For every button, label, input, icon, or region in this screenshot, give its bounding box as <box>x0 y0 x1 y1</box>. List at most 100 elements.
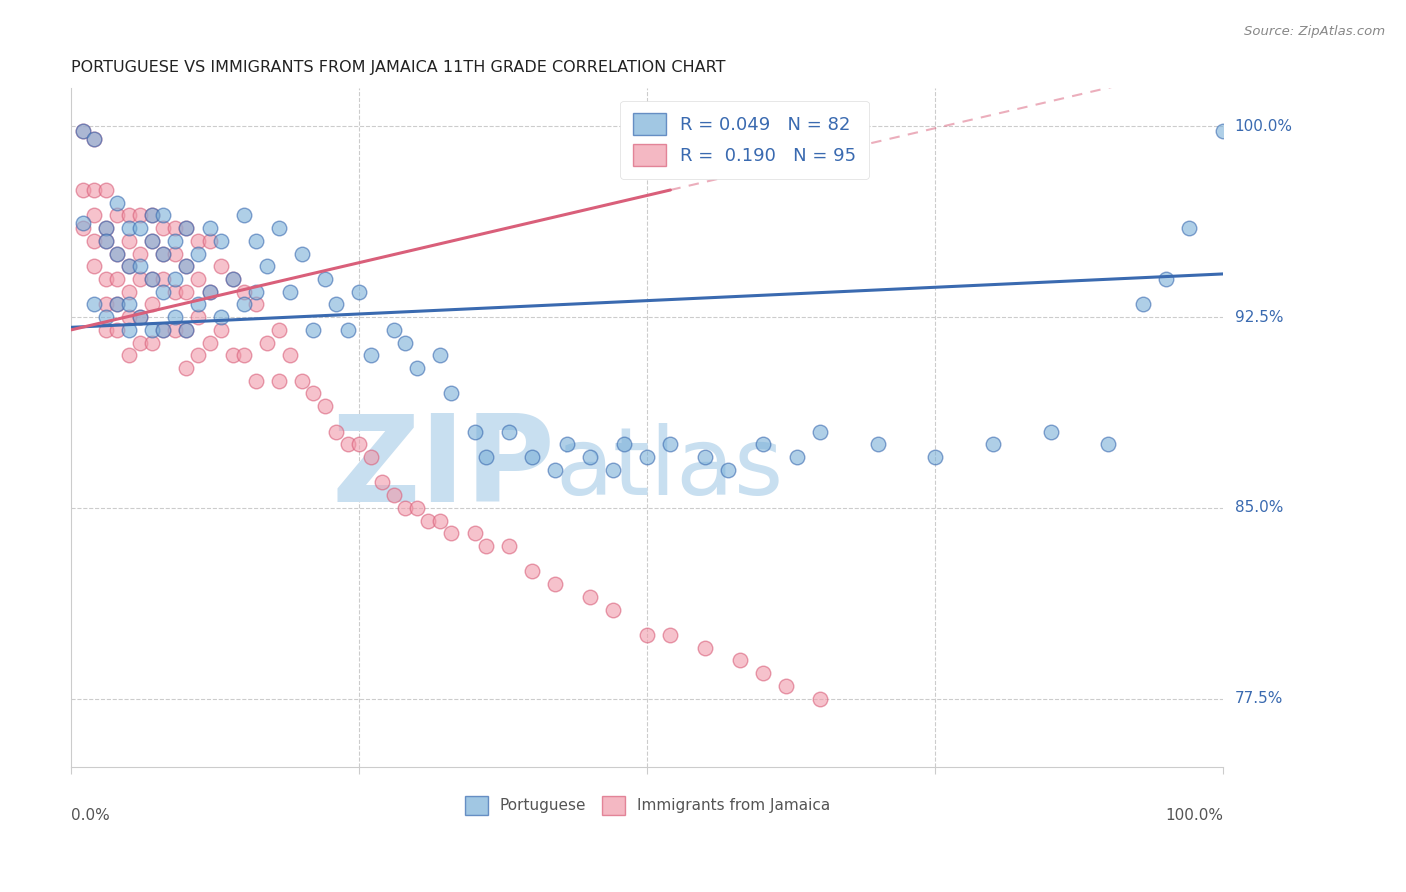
Point <box>105 272 128 286</box>
Point <box>187 246 209 260</box>
Point <box>152 246 174 260</box>
Point <box>406 361 429 376</box>
Text: 0.0%: 0.0% <box>72 808 110 823</box>
Point <box>176 285 198 299</box>
Point <box>141 234 163 248</box>
Text: 100.0%: 100.0% <box>1166 808 1223 823</box>
Point <box>72 216 94 230</box>
Point <box>602 602 624 616</box>
Point <box>808 691 831 706</box>
Point <box>163 246 186 260</box>
Point <box>187 310 209 325</box>
Point <box>636 450 658 464</box>
Point <box>751 437 773 451</box>
Point <box>382 323 405 337</box>
Point <box>418 514 440 528</box>
Point <box>94 297 117 311</box>
Point <box>152 246 174 260</box>
Point <box>129 272 152 286</box>
Point <box>221 348 243 362</box>
Point <box>118 260 141 274</box>
Point <box>360 450 382 464</box>
Point <box>118 209 141 223</box>
Point <box>278 285 301 299</box>
Point <box>198 285 221 299</box>
Text: PORTUGUESE VS IMMIGRANTS FROM JAMAICA 11TH GRADE CORRELATION CHART: PORTUGUESE VS IMMIGRANTS FROM JAMAICA 11… <box>72 60 725 75</box>
Point <box>1178 221 1201 235</box>
Point <box>94 234 117 248</box>
Point <box>578 450 600 464</box>
Point <box>152 209 174 223</box>
Point <box>187 348 209 362</box>
Point <box>94 221 117 235</box>
Point <box>256 260 278 274</box>
Point <box>141 209 163 223</box>
Point <box>693 450 716 464</box>
Point <box>176 221 198 235</box>
Point <box>440 386 463 401</box>
Point <box>141 297 163 311</box>
Point <box>94 323 117 337</box>
Point <box>1039 425 1062 439</box>
Point <box>636 628 658 642</box>
Point <box>152 323 174 337</box>
Point <box>118 221 141 235</box>
Point <box>209 310 232 325</box>
Point <box>429 348 451 362</box>
Point <box>118 234 141 248</box>
Point <box>141 323 163 337</box>
Point <box>463 425 485 439</box>
Point <box>198 221 221 235</box>
Point <box>267 374 290 388</box>
Point <box>233 209 256 223</box>
Point <box>163 221 186 235</box>
Point <box>209 323 232 337</box>
Point <box>267 221 290 235</box>
Point <box>152 323 174 337</box>
Point <box>129 310 152 325</box>
Point <box>233 285 256 299</box>
Point <box>129 209 152 223</box>
Point <box>751 666 773 681</box>
Point <box>866 437 889 451</box>
Point <box>72 221 94 235</box>
Point <box>94 310 117 325</box>
Point <box>349 285 371 299</box>
Point <box>94 234 117 248</box>
Point <box>163 234 186 248</box>
Point <box>94 183 117 197</box>
Point <box>1132 297 1154 311</box>
Point <box>105 323 128 337</box>
Point <box>613 437 636 451</box>
Point <box>440 526 463 541</box>
Point <box>152 272 174 286</box>
Point <box>336 437 359 451</box>
Point <box>981 437 1004 451</box>
Point <box>245 374 267 388</box>
Point <box>129 246 152 260</box>
Point <box>176 260 198 274</box>
Point <box>336 323 359 337</box>
Point <box>429 514 451 528</box>
Point <box>152 285 174 299</box>
Point <box>371 475 394 490</box>
Point <box>129 310 152 325</box>
Point <box>1097 437 1119 451</box>
Point <box>129 221 152 235</box>
Point <box>118 285 141 299</box>
Point <box>314 399 336 413</box>
Point <box>520 565 543 579</box>
Point <box>325 425 347 439</box>
Point <box>659 437 682 451</box>
Point <box>163 323 186 337</box>
Point <box>83 132 105 146</box>
Point <box>302 323 325 337</box>
Point <box>105 209 128 223</box>
Point <box>105 297 128 311</box>
Point <box>118 297 141 311</box>
Point <box>83 132 105 146</box>
Point <box>187 272 209 286</box>
Text: 85.0%: 85.0% <box>1234 500 1282 516</box>
Point <box>129 260 152 274</box>
Point <box>544 463 567 477</box>
